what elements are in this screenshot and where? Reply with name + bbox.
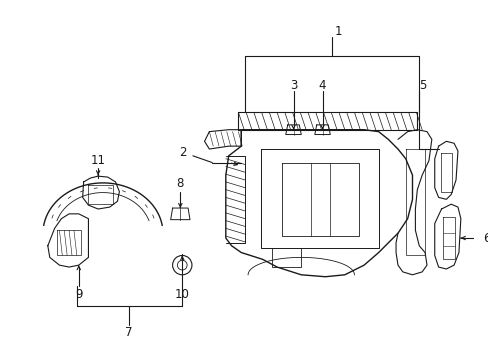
Text: 10: 10 [175,288,189,301]
Text: 9: 9 [75,288,82,301]
Text: 6: 6 [482,231,488,244]
Text: 7: 7 [125,326,133,339]
Text: 11: 11 [90,154,105,167]
Text: 5: 5 [418,79,426,92]
Text: 3: 3 [289,79,297,92]
Text: 8: 8 [176,177,183,190]
Text: 4: 4 [318,79,325,92]
Text: 2: 2 [179,147,186,159]
Text: 1: 1 [334,24,341,37]
